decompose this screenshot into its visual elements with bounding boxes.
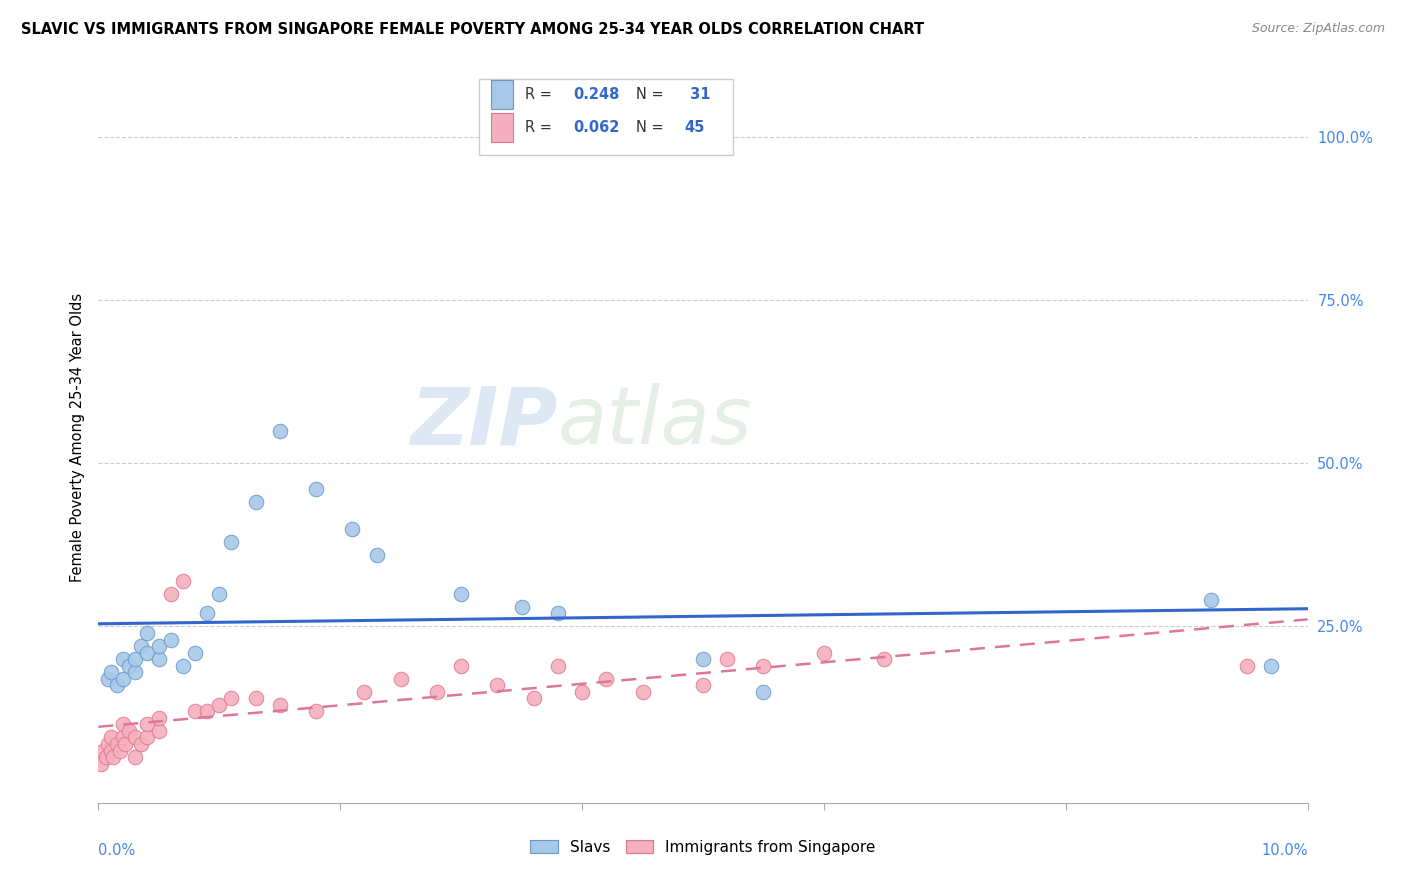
Point — [450, 587, 472, 601]
Point — [269, 698, 291, 712]
Point — [1236, 658, 1258, 673]
Text: Source: ZipAtlas.com: Source: ZipAtlas.com — [1251, 22, 1385, 36]
Point — [124, 731, 146, 745]
Point — [208, 587, 231, 601]
Text: 0.0%: 0.0% — [98, 843, 135, 858]
Point — [631, 685, 654, 699]
Text: N =: N = — [637, 120, 669, 136]
Point — [111, 672, 134, 686]
Point — [105, 678, 128, 692]
Text: 0.062: 0.062 — [574, 120, 620, 136]
Point — [221, 534, 243, 549]
Text: 0.248: 0.248 — [574, 87, 620, 103]
Point — [105, 737, 128, 751]
Legend: Slavs, Immigrants from Singapore: Slavs, Immigrants from Singapore — [524, 834, 882, 861]
Point — [118, 723, 141, 738]
Point — [752, 658, 775, 673]
Point — [129, 639, 152, 653]
Point — [184, 646, 207, 660]
Point — [342, 521, 364, 535]
Point — [692, 678, 714, 692]
Point — [91, 743, 114, 757]
Point — [873, 652, 896, 666]
Point — [208, 698, 231, 712]
Point — [245, 691, 267, 706]
Point — [160, 587, 183, 601]
Text: R =: R = — [526, 87, 557, 103]
Point — [148, 639, 170, 653]
Point — [97, 672, 120, 686]
Point — [97, 737, 120, 751]
Point — [1199, 593, 1222, 607]
Point — [595, 672, 617, 686]
Point — [269, 424, 291, 438]
Point — [94, 750, 117, 764]
Point — [353, 685, 375, 699]
Point — [118, 658, 141, 673]
Point — [305, 483, 328, 497]
Point — [148, 711, 170, 725]
Point — [90, 756, 112, 771]
Point — [571, 685, 593, 699]
Point — [510, 599, 533, 614]
Y-axis label: Female Poverty Among 25-34 Year Olds: Female Poverty Among 25-34 Year Olds — [69, 293, 84, 582]
Point — [245, 495, 267, 509]
Point — [108, 743, 131, 757]
FancyBboxPatch shape — [492, 80, 513, 110]
Point — [547, 658, 569, 673]
Point — [111, 652, 134, 666]
Text: 45: 45 — [685, 120, 706, 136]
Text: N =: N = — [637, 87, 669, 103]
FancyBboxPatch shape — [492, 113, 513, 143]
Point — [148, 723, 170, 738]
Point — [813, 646, 835, 660]
Point — [124, 750, 146, 764]
Point — [129, 737, 152, 751]
Text: ZIP: ZIP — [411, 384, 558, 461]
Point — [100, 665, 122, 680]
Point — [172, 574, 194, 588]
Point — [111, 717, 134, 731]
Point — [305, 705, 328, 719]
Point — [135, 717, 157, 731]
Point — [221, 691, 243, 706]
Point — [752, 685, 775, 699]
Point — [111, 731, 134, 745]
Point — [148, 652, 170, 666]
Text: atlas: atlas — [558, 384, 752, 461]
Point — [366, 548, 388, 562]
Text: R =: R = — [526, 120, 557, 136]
Point — [547, 607, 569, 621]
Point — [135, 646, 157, 660]
Point — [160, 632, 183, 647]
Text: SLAVIC VS IMMIGRANTS FROM SINGAPORE FEMALE POVERTY AMONG 25-34 YEAR OLDS CORRELA: SLAVIC VS IMMIGRANTS FROM SINGAPORE FEMA… — [21, 22, 924, 37]
Point — [450, 658, 472, 673]
Text: 10.0%: 10.0% — [1261, 843, 1308, 858]
Point — [389, 672, 412, 686]
FancyBboxPatch shape — [479, 78, 734, 155]
Point — [184, 705, 207, 719]
Point — [1260, 658, 1282, 673]
Text: 31: 31 — [685, 87, 710, 103]
Point — [124, 652, 146, 666]
Point — [195, 607, 218, 621]
Point — [100, 731, 122, 745]
Point — [114, 737, 136, 751]
Point — [486, 678, 509, 692]
Point — [716, 652, 738, 666]
Point — [135, 731, 157, 745]
Point — [692, 652, 714, 666]
Point — [100, 743, 122, 757]
Point — [135, 626, 157, 640]
Point — [124, 665, 146, 680]
Point — [172, 658, 194, 673]
Point — [101, 750, 124, 764]
Point — [426, 685, 449, 699]
Point — [523, 691, 546, 706]
Point — [195, 705, 218, 719]
